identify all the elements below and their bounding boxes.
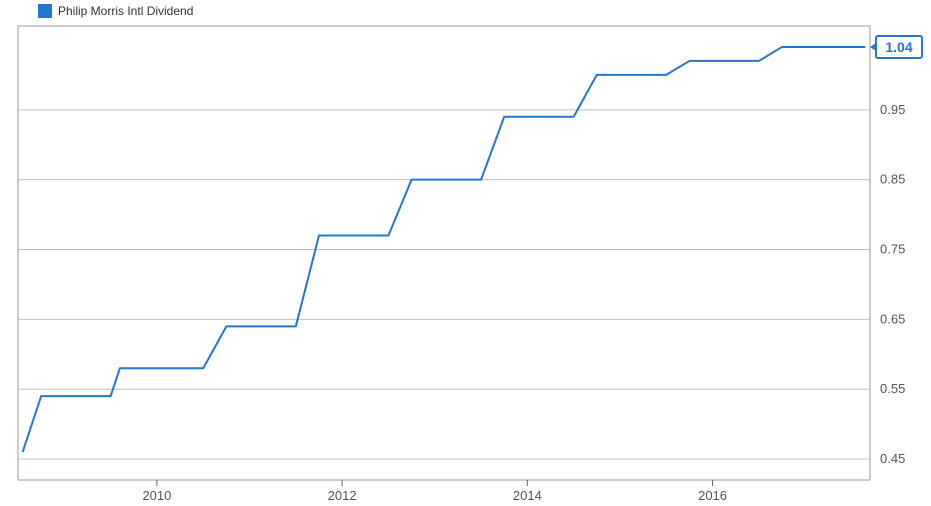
chart-svg: 0.45 0.55 0.65 0.75 0.85 0.95 2010 2012 2014 2016… bbox=[0, 0, 931, 506]
x-tick-label: 2010 bbox=[142, 488, 171, 503]
x-tick-label: 2016 bbox=[698, 488, 727, 503]
x-tick-label: 2012 bbox=[328, 488, 357, 503]
callout-value: 1.04 bbox=[885, 39, 912, 55]
y-tick-label: 0.75 bbox=[880, 242, 905, 257]
y-tick-label: 0.85 bbox=[880, 172, 905, 187]
y-tick-label: 0.55 bbox=[880, 381, 905, 396]
y-tick-label: 0.95 bbox=[880, 102, 905, 117]
y-tick-label: 0.45 bbox=[880, 451, 905, 466]
chart-container: Philip Morris Intl Dividend 0.450.550.65… bbox=[0, 0, 931, 506]
x-tick-label: 2014 bbox=[513, 488, 542, 503]
y-tick-label: 0.65 bbox=[880, 311, 905, 326]
